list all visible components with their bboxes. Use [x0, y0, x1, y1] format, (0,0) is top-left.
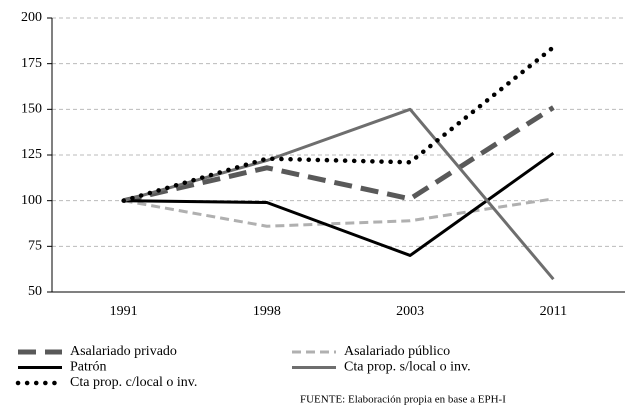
legend-label: Asalariado público	[344, 344, 450, 359]
y-tick-label: 125	[21, 147, 42, 162]
legend-label: Patrón	[70, 360, 107, 375]
x-tick-label: 2003	[396, 304, 424, 319]
legend-label: Asalariado privado	[70, 344, 177, 359]
y-tick-label: 175	[21, 56, 42, 71]
y-tick-label: 100	[21, 193, 42, 208]
y-tick-label: 150	[21, 102, 42, 117]
y-tick-label: 200	[21, 10, 42, 25]
x-tick-label: 1991	[110, 304, 138, 319]
series-line	[123, 151, 555, 257]
x-tick-label: 1998	[253, 304, 281, 319]
series-line	[121, 44, 556, 203]
source-note: FUENTE: Elaboración propia en base a EPH…	[300, 394, 506, 406]
series-line	[123, 197, 554, 228]
x-tick-label: 2011	[540, 304, 567, 319]
series-line	[123, 105, 555, 204]
y-tick-label: 75	[28, 239, 42, 254]
legend-label: Cta prop. c/local o inv.	[70, 375, 197, 390]
y-tick-label: 50	[28, 284, 42, 299]
legend-label: Cta prop. s/local o inv.	[344, 360, 471, 375]
series-line	[123, 107, 555, 281]
